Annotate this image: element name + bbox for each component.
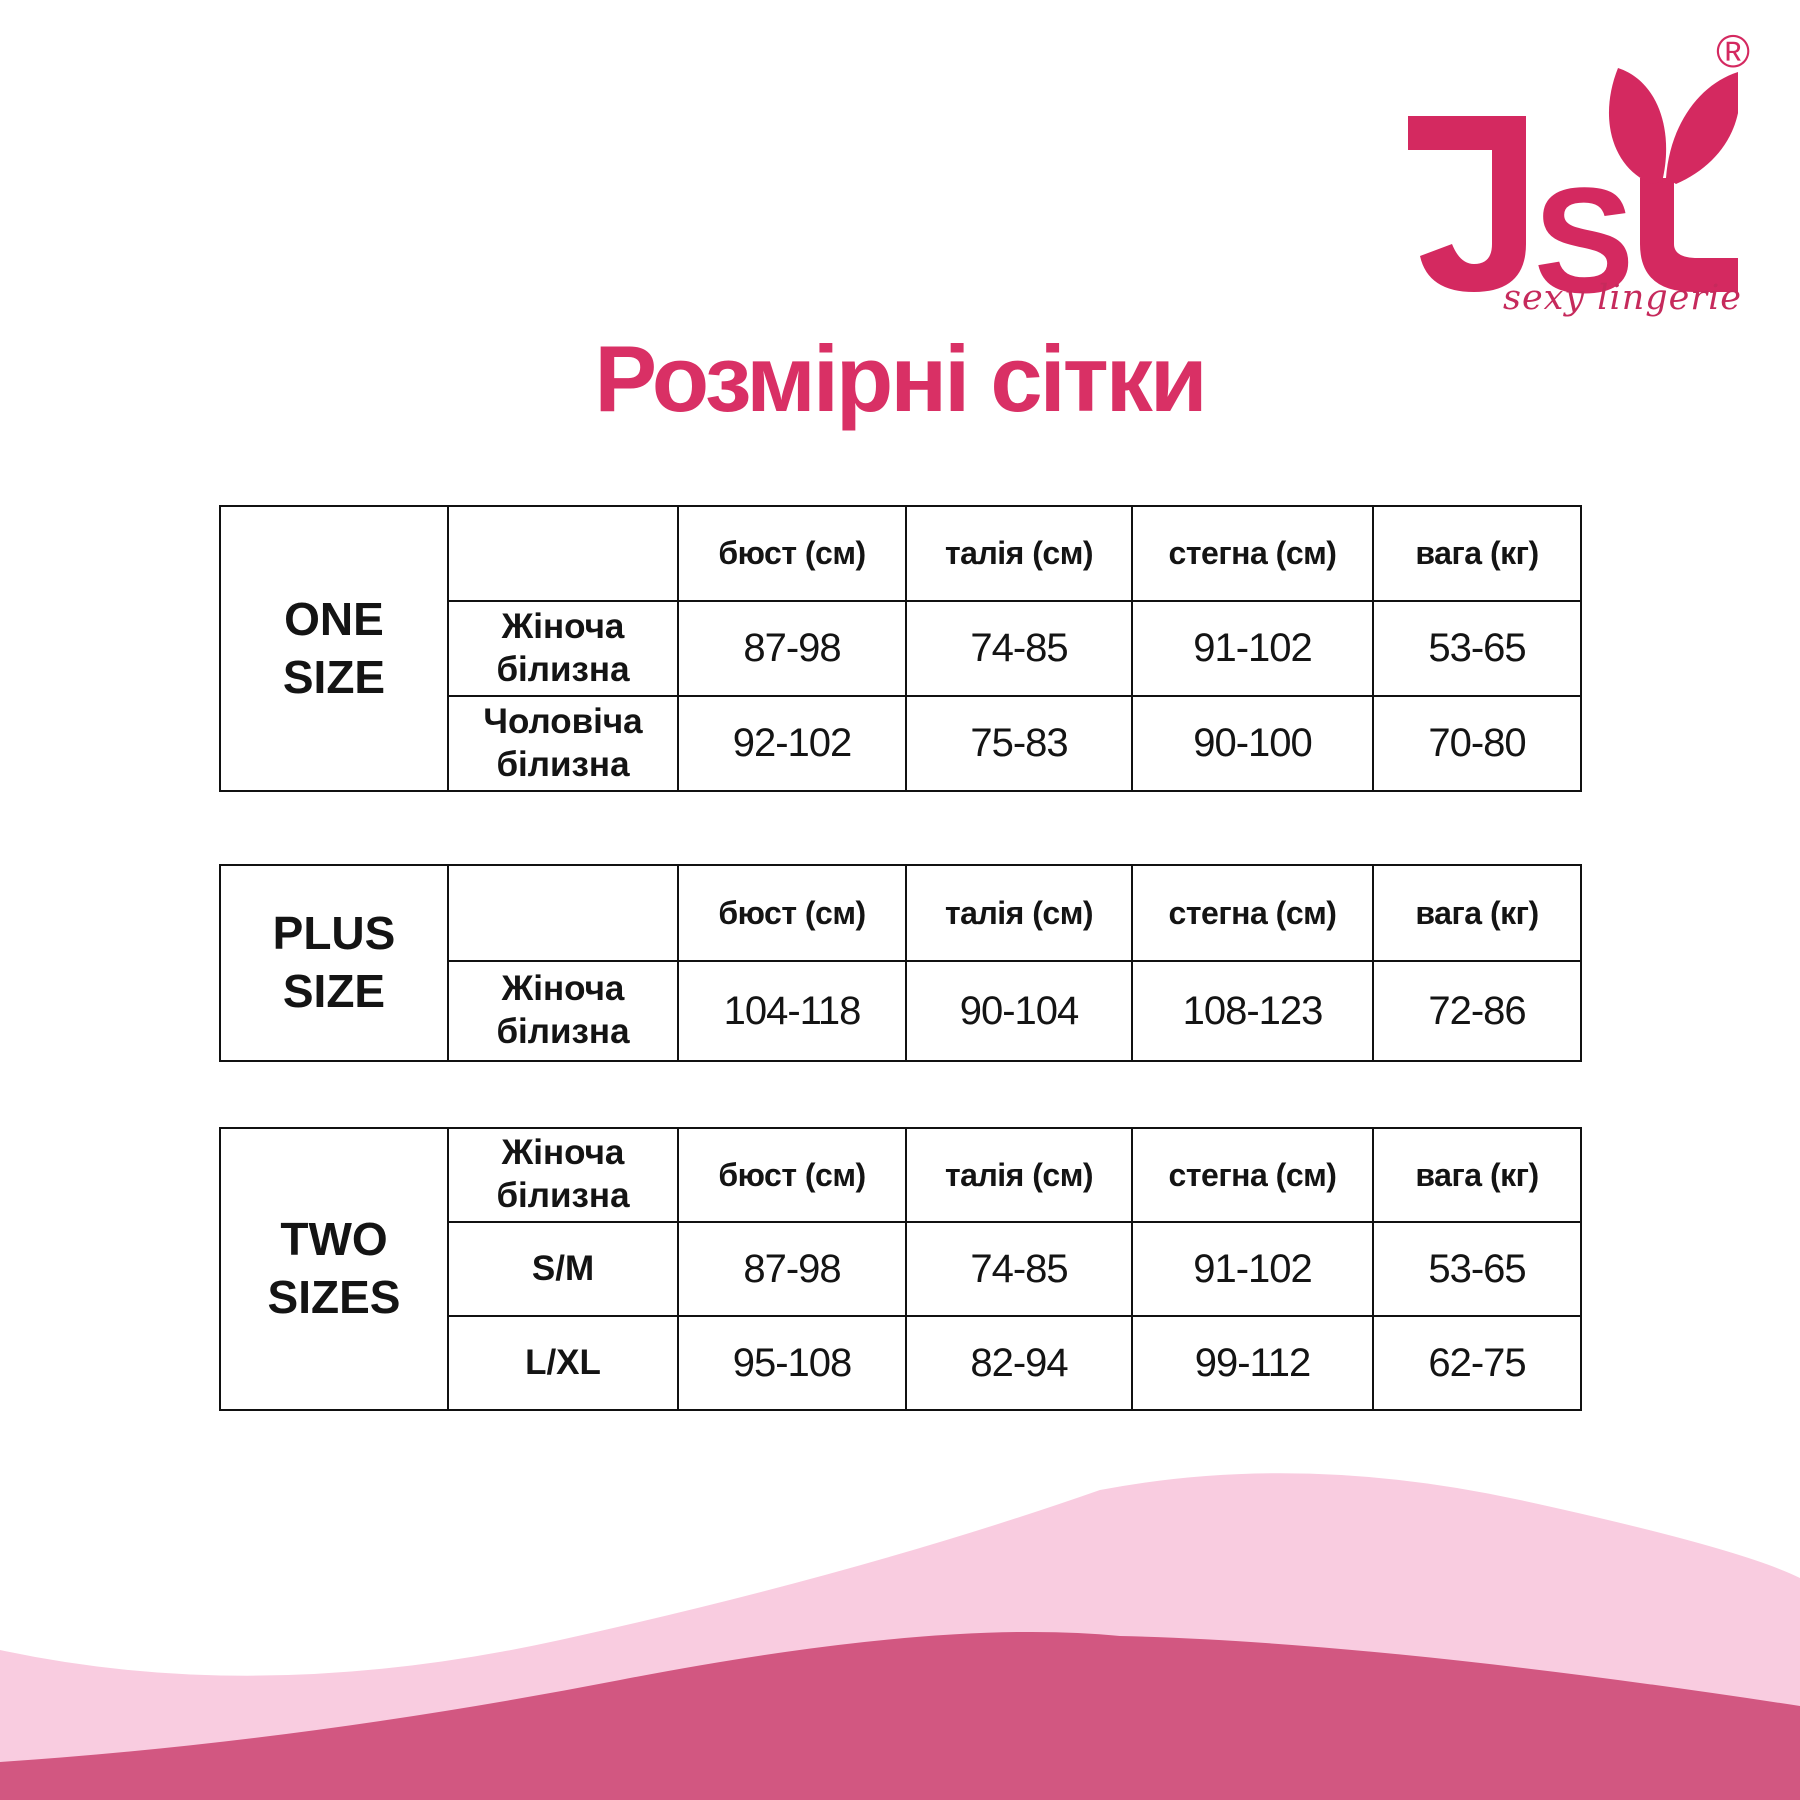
size-group-label-line: ONE (284, 592, 384, 645)
table-row: Чоловіча білизна 92-102 75-83 90-100 70-… (220, 695, 1582, 792)
column-header: талія (см) (905, 864, 1133, 962)
value-cell: 74-85 (905, 600, 1133, 697)
table-row: S/M 87-98 74-85 91-102 53-65 (220, 1221, 1582, 1317)
value-cell: 70-80 (1372, 695, 1582, 792)
value-cell: 74-85 (905, 1221, 1133, 1317)
plus-size-table: PLUS SIZE бюст (см) талія (см) стегна (с… (219, 864, 1582, 1062)
value-cell: 72-86 (1372, 960, 1582, 1062)
category-header-cell (447, 505, 679, 602)
column-header: бюст (см) (677, 1127, 907, 1223)
category-cell: Жіноча білизна (447, 600, 679, 697)
table-row: Жіноча білизна 104-118 90-104 108-123 72… (220, 960, 1582, 1062)
column-header: стегна (см) (1131, 505, 1374, 602)
bottom-waves-decoration (0, 1473, 1800, 1800)
logo-leaf-left-icon (1608, 68, 1667, 184)
size-group-label-line: PLUS (272, 907, 396, 960)
value-cell: 91-102 (1131, 1221, 1374, 1317)
value-cell: 104-118 (677, 960, 907, 1062)
jsy-logo-icon: S (1408, 68, 1738, 306)
table-row: L/XL 95-108 82-94 99-112 62-75 (220, 1315, 1582, 1411)
value-cell: 87-98 (677, 600, 907, 697)
size-group-label: PLUS SIZE (219, 864, 449, 1062)
size-group-label: TWO SIZES (219, 1127, 449, 1411)
column-header: бюст (см) (677, 505, 907, 602)
value-cell: 75-83 (905, 695, 1133, 792)
value-cell: 82-94 (905, 1315, 1133, 1411)
brand-logo: S ® sexy lingerie (1408, 28, 1750, 330)
logo-letter-y-stem (1640, 178, 1738, 292)
category-cell: S/M (447, 1221, 679, 1317)
column-header: талія (см) (905, 1127, 1133, 1223)
size-group-label-line: SIZE (282, 650, 386, 703)
size-group-label-line: SIZES (267, 1271, 401, 1323)
column-header: вага (кг) (1372, 864, 1582, 962)
value-cell: 87-98 (677, 1221, 907, 1317)
value-cell: 53-65 (1372, 1221, 1582, 1317)
logo-letter-s: S (1534, 156, 1634, 306)
value-cell: 99-112 (1131, 1315, 1374, 1411)
value-cell: 53-65 (1372, 600, 1582, 697)
wave-dark-icon (0, 1631, 1800, 1800)
column-header: бюст (см) (677, 864, 907, 962)
logo-leaf-right-icon (1666, 72, 1738, 184)
value-cell: 108-123 (1131, 960, 1374, 1062)
value-cell: 91-102 (1131, 600, 1374, 697)
category-cell: Чоловіча білизна (447, 695, 679, 792)
value-cell: 95-108 (677, 1315, 907, 1411)
one-size-table: ONE SIZE бюст (см) талія (см) стегна (см… (219, 505, 1582, 792)
column-header: вага (кг) (1372, 1127, 1582, 1223)
column-header: стегна (см) (1131, 864, 1374, 962)
value-cell: 92-102 (677, 695, 907, 792)
column-header: талія (см) (905, 505, 1133, 602)
category-cell: Жіноча білизна (447, 960, 679, 1062)
column-header: вага (кг) (1372, 505, 1582, 602)
logo-letter-j (1408, 116, 1526, 292)
size-group-label: ONE SIZE (219, 505, 449, 792)
value-cell: 90-104 (905, 960, 1133, 1062)
size-group-label-line: SIZE (282, 965, 386, 1017)
two-sizes-table: TWO SIZES Жіноча білизна бюст (см) талія… (219, 1127, 1582, 1411)
value-cell: 90-100 (1131, 695, 1374, 792)
table-row: Жіноча білизна 87-98 74-85 91-102 53-65 (220, 600, 1582, 697)
size-group-label-line: TWO (280, 1213, 388, 1266)
category-header-cell (447, 864, 679, 962)
category-header-cell: Жіноча білизна (447, 1127, 679, 1223)
category-cell: L/XL (447, 1315, 679, 1411)
value-cell: 62-75 (1372, 1315, 1582, 1411)
column-header: стегна (см) (1131, 1127, 1374, 1223)
brand-tagline: sexy lingerie (1503, 278, 1742, 318)
registered-trademark: ® (1716, 25, 1750, 77)
page-title: Розмірні сітки (594, 326, 1207, 431)
